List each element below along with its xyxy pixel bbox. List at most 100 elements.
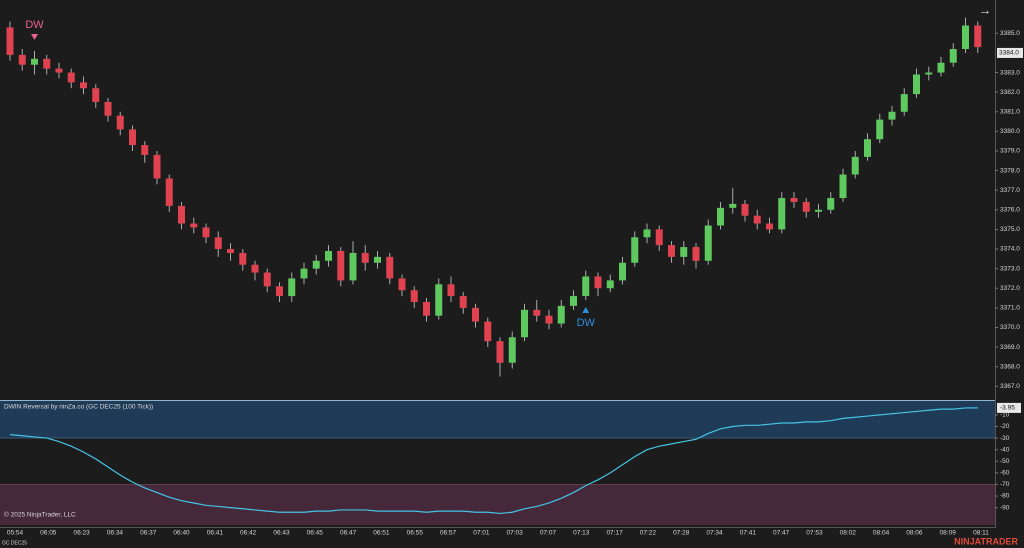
- instrument: GC DEC25: [2, 540, 27, 546]
- y-tick-label: -70: [1000, 481, 1010, 488]
- x-tick-label: 07:34: [706, 530, 723, 537]
- x-tick-label: 08:02: [840, 530, 857, 537]
- candle-body: [619, 262, 626, 281]
- value-marker-label: -3.95: [1000, 405, 1015, 412]
- candle-body: [165, 178, 173, 206]
- x-tick-label: 07:28: [673, 530, 690, 537]
- candle-body: [459, 296, 467, 308]
- candle-body: [202, 227, 210, 238]
- candle-body: [949, 49, 957, 63]
- y-tick-label: 3370.0: [1000, 324, 1020, 331]
- candle-body: [937, 62, 945, 73]
- candle-body: [263, 272, 271, 287]
- candle-body: [410, 290, 418, 302]
- x-tick-label: 07:13: [573, 530, 590, 537]
- candle-body: [521, 309, 528, 338]
- candle-body: [361, 252, 369, 263]
- x-tick-label: 07:07: [540, 530, 557, 537]
- x-tick-label: 07:41: [740, 530, 757, 537]
- x-tick-label: 06:55: [407, 530, 424, 537]
- candle-body: [129, 129, 136, 146]
- x-tick-label: 06:47: [340, 530, 357, 537]
- candle-body: [692, 247, 700, 261]
- candle-body: [778, 198, 786, 230]
- y-tick-label: -90: [1000, 504, 1010, 511]
- price-marker-box: [997, 47, 1023, 58]
- candle-body: [116, 115, 124, 130]
- y-tick-label: 3379.0: [1000, 148, 1020, 155]
- x-tick-label: 07:03: [507, 530, 524, 537]
- candle-body: [423, 301, 430, 316]
- x-tick-label: 07:01: [473, 530, 490, 537]
- candle-body: [214, 237, 222, 250]
- y-tick-label: 3367.0: [1000, 383, 1020, 390]
- x-tick-label: 07:47: [773, 530, 790, 537]
- candle-body: [533, 309, 541, 316]
- candle-body: [18, 54, 26, 65]
- candle-body: [570, 296, 577, 306]
- candle-body: [582, 276, 590, 297]
- candle-body: [227, 249, 234, 253]
- y-tick-label: -30: [1000, 435, 1010, 442]
- candle-body: [864, 139, 871, 157]
- scroll-arrow[interactable]: →: [979, 2, 992, 17]
- candle-body: [349, 252, 357, 281]
- candle-body: [251, 264, 259, 273]
- candle-body: [839, 174, 847, 199]
- candle-body: [606, 280, 614, 289]
- candle-body: [6, 27, 14, 55]
- x-tick-label: 06:41: [207, 530, 224, 537]
- x-tick-label: 06:45: [307, 530, 324, 537]
- candle-body: [655, 229, 663, 246]
- candle-body: [496, 341, 504, 363]
- y-tick-label: -40: [1000, 446, 1010, 453]
- candle-body: [484, 321, 492, 342]
- candle-body: [374, 256, 381, 263]
- candle-body: [668, 245, 675, 257]
- candle-body: [55, 68, 63, 73]
- candle-body: [790, 198, 798, 202]
- x-tick-label: 08:09: [940, 530, 957, 537]
- candle-body: [80, 82, 87, 89]
- candle-body: [508, 337, 516, 363]
- candle-body: [300, 268, 308, 279]
- candle-body: [545, 315, 553, 324]
- y-tick-label: 3377.0: [1000, 187, 1020, 194]
- candle-body: [962, 25, 969, 50]
- candle-body: [447, 284, 455, 297]
- x-tick-label: 06:37: [140, 530, 157, 537]
- y-tick-label: 3373.0: [1000, 265, 1020, 272]
- candle-body: [925, 72, 933, 75]
- candle-body: [753, 215, 761, 224]
- oscillator-line: [9, 407, 978, 515]
- y-tick-label: -80: [1000, 493, 1010, 500]
- candle-body: [974, 25, 982, 48]
- candle-body: [741, 203, 749, 216]
- candle-body: [557, 305, 565, 324]
- x-tick-label: 06:42: [240, 530, 257, 537]
- candle-body: [729, 203, 737, 208]
- y-tick-label: 3368.0: [1000, 363, 1020, 370]
- candle-body: [178, 205, 185, 224]
- candle-body: [31, 58, 38, 65]
- candle-body: [913, 74, 920, 95]
- candle-body: [717, 207, 724, 226]
- x-tick-label: 06:57: [440, 530, 457, 537]
- oversold-zone: [0, 484, 995, 525]
- candle-body: [141, 145, 149, 155]
- indicator-title: DWIN Reversal by ninZa.co (GC DEC25 (100…: [4, 404, 153, 411]
- y-tick-label: -50: [1000, 458, 1010, 465]
- candle-body: [104, 101, 112, 116]
- candle-body: [631, 237, 639, 263]
- y-tick-label: 3372.0: [1000, 285, 1020, 292]
- y-tick-label: 3381.0: [1000, 108, 1020, 115]
- signal-arrow: [582, 307, 590, 313]
- candle-body: [704, 225, 712, 261]
- x-tick-label: 08:11: [973, 530, 989, 537]
- x-tick-label: 06:43: [273, 530, 290, 537]
- candle-body: [900, 94, 908, 112]
- candle-body: [153, 154, 161, 179]
- y-tick-label: -60: [1000, 470, 1010, 477]
